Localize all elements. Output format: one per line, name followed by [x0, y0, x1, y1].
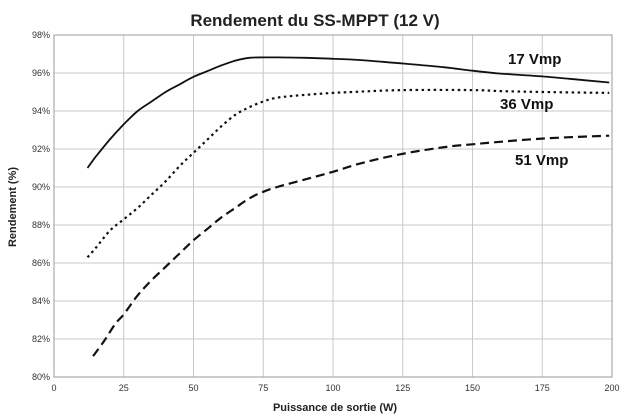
x-tick-label: 125	[395, 383, 410, 393]
chart-title: Rendement du SS-MPPT (12 V)	[190, 11, 439, 30]
axis-ticks: 80% 82% 84% 86% 88% 90% 92% 94% 96% 98% 0 25 50 75 100…	[32, 30, 620, 393]
series-label-17-vmp: 17 Vmp	[508, 51, 561, 68]
x-tick-label: 50	[188, 383, 198, 393]
x-tick-label: 25	[119, 383, 129, 393]
series-label-51-vmp: 51 Vmp	[515, 152, 568, 169]
y-tick-label: 86%	[32, 258, 50, 268]
y-tick-label: 92%	[32, 144, 50, 154]
x-tick-label: 75	[258, 383, 268, 393]
series-label-36-vmp: 36 Vmp	[500, 96, 553, 113]
y-tick-label: 82%	[32, 334, 50, 344]
y-tick-label: 90%	[32, 182, 50, 192]
series-labels: 17 Vmp 36 Vmp 51 Vmp	[500, 51, 568, 169]
x-axis-label: Puissance de sortie (W)	[273, 402, 397, 414]
grid-lines	[53, 34, 613, 378]
y-tick-label: 94%	[32, 106, 50, 116]
x-tick-label: 0	[51, 383, 56, 393]
x-tick-label: 150	[465, 383, 480, 393]
plot-frame	[53, 34, 613, 378]
x-tick-label: 175	[535, 383, 550, 393]
y-axis-label: Rendement (%)	[7, 167, 19, 247]
x-tick-label: 100	[325, 383, 340, 393]
y-tick-label: 84%	[32, 296, 50, 306]
series-lines	[86, 56, 610, 357]
y-tick-label: 98%	[32, 30, 50, 40]
x-tick-label: 200	[604, 383, 619, 393]
series-line-17-vmp	[86, 56, 610, 169]
y-tick-label: 88%	[32, 220, 50, 230]
y-tick-label: 96%	[32, 68, 50, 78]
series-line-36-vmp	[86, 88, 610, 259]
series-line-51-vmp	[92, 134, 610, 357]
y-tick-label: 80%	[32, 372, 50, 382]
